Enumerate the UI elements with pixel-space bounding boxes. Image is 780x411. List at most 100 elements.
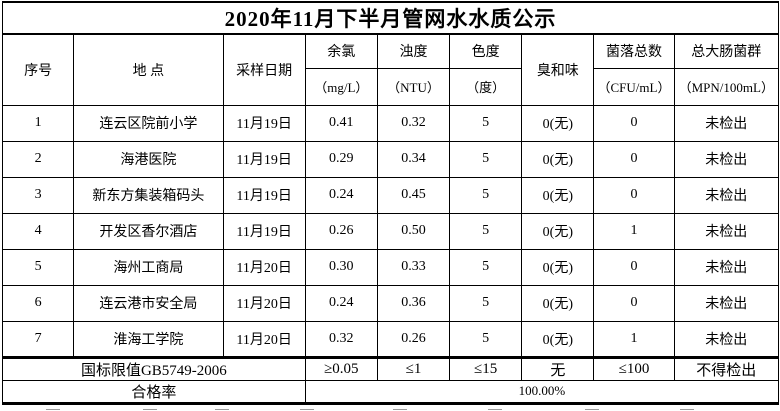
clipped-gridline [300,409,314,410]
cell-sample-date: 11月20日 [222,248,306,286]
cell-odor-taste: 0(无) [521,248,595,286]
cell-residual-chlorine: 0.30 [304,248,378,286]
limit-colony-count: ≤100 [593,355,675,381]
title-row: 2020年11月下半月管网水水质公示 [2,1,779,35]
cell-seq: 6 [1,284,75,322]
cell-location: 开发区香尔酒店 [73,212,224,250]
clipped-gridline [393,409,407,410]
col-header-residual-chlorine: 余氯 [304,33,378,69]
cell-colony-count: 0 [593,248,675,286]
col-header-location: 地 点 [73,33,224,106]
cell-colony-count: 0 [593,176,675,214]
cell-total-coliform: 未检出 [673,284,780,322]
cell-chroma: 5 [449,248,523,286]
cell-location: 连云港市安全局 [73,284,224,322]
cell-colony-count: 1 [593,320,675,358]
cell-turbidity: 0.34 [376,140,451,178]
limits-label: 国标限值GB5749-2006 [2,355,306,381]
sample-row: 4 开发区香尔酒店 11月19日 0.26 0.50 5 0(无) 1 未检出 [1,212,780,250]
unit-turbidity: （NTU） [376,67,451,106]
cell-colony-count: 1 [593,212,675,250]
col-header-sample-date: 采样日期 [222,33,306,106]
unit-residual-chlorine: （mg/L） [304,67,378,106]
cell-residual-chlorine: 0.32 [304,320,378,358]
cell-residual-chlorine: 0.29 [304,140,378,178]
sample-row: 5 海州工商局 11月20日 0.30 0.33 5 0(无) 0 未检出 [1,248,780,286]
cell-sample-date: 11月19日 [222,140,306,178]
clipped-gridline [488,409,502,410]
cell-total-coliform: 未检出 [673,176,780,214]
cell-turbidity: 0.32 [376,104,451,142]
cell-total-coliform: 未检出 [673,104,780,142]
clipped-gridline [215,409,229,410]
cell-location: 海港医院 [73,140,224,178]
cell-chroma: 5 [449,320,523,358]
cell-turbidity: 0.26 [376,320,451,358]
header-row-names: 序号 地 点 采样日期 余氯 浊度 色度 臭和味 菌落总数 总大肠菌群 [1,33,780,106]
cell-odor-taste: 0(无) [521,176,595,214]
cell-colony-count: 0 [593,140,675,178]
limit-residual-chlorine: ≥0.05 [304,355,378,381]
header-row-units: （mg/L） （NTU） （度） （CFU/mL） （MPN/100mL） [3,67,780,106]
clipped-gridline [46,409,60,410]
unit-total-coliform: （MPN/100mL） [673,67,780,106]
sample-row: 3 新东方集装箱码头 11月19日 0.24 0.45 5 0(无) 0 未检出 [1,176,780,214]
cell-odor-taste: 0(无) [521,140,595,178]
cell-residual-chlorine: 0.26 [304,212,378,250]
cell-residual-chlorine: 0.24 [304,176,378,214]
cell-seq: 3 [1,176,75,214]
cell-turbidity: 0.33 [376,248,451,286]
limit-total-coliform: 不得检出 [673,355,780,381]
cell-seq: 5 [1,248,75,286]
cell-colony-count: 0 [593,284,675,322]
clipped-gridline [143,409,157,410]
clipped-gridline [585,409,599,410]
limit-chroma: ≤15 [449,355,523,381]
cell-seq: 2 [1,140,75,178]
cell-odor-taste: 0(无) [521,284,595,322]
col-header-chroma: 色度 [449,33,523,69]
unit-chroma: （度） [449,67,523,106]
pass-rate-row: 合格率 100.00% [2,379,780,405]
cell-chroma: 5 [449,176,523,214]
cell-odor-taste: 0(无) [521,212,595,250]
limits-row: 国标限值GB5749-2006 ≥0.05 ≤1 ≤15 无 ≤100 不得检出 [2,355,780,381]
pass-rate-value: 100.00% [304,379,780,405]
cell-total-coliform: 未检出 [673,248,780,286]
sample-row: 6 连云港市安全局 11月20日 0.24 0.36 5 0(无) 0 未检出 [1,284,780,322]
sample-row: 7 淮海工学院 11月20日 0.32 0.26 5 0(无) 1 未检出 [1,320,780,358]
cell-location: 新东方集装箱码头 [73,176,224,214]
cell-chroma: 5 [449,104,523,142]
limit-odor-taste: 无 [521,355,595,381]
cell-chroma: 5 [449,284,523,322]
cell-odor-taste: 0(无) [521,320,595,358]
cell-colony-count: 0 [593,104,675,142]
cell-seq: 7 [1,320,75,358]
cell-chroma: 5 [449,212,523,250]
cell-turbidity: 0.36 [376,284,451,322]
cell-chroma: 5 [449,140,523,178]
cell-total-coliform: 未检出 [673,212,780,250]
col-header-turbidity: 浊度 [376,33,451,69]
unit-colony-count: （CFU/mL） [593,67,675,106]
cell-sample-date: 11月20日 [222,284,306,322]
sample-rows: 1 连云区院前小学 11月19日 0.41 0.32 5 0(无) 0 未检出 2 海港医院 11月1… [1,104,780,358]
cell-turbidity: 0.50 [376,212,451,250]
cell-odor-taste: 0(无) [521,104,595,142]
cell-sample-date: 11月19日 [222,212,306,250]
cell-location: 海州工商局 [73,248,224,286]
col-header-seq: 序号 [1,33,75,106]
pass-rate-label: 合格率 [2,379,306,405]
col-header-colony-count: 菌落总数 [593,33,675,69]
sample-row: 1 连云区院前小学 11月19日 0.41 0.32 5 0(无) 0 未检出 [1,104,780,142]
cell-seq: 4 [1,212,75,250]
clipped-next-table-edge [0,409,780,411]
cell-location: 连云区院前小学 [73,104,224,142]
col-header-odor-taste: 臭和味 [521,33,595,106]
col-header-total-coliform: 总大肠菌群 [673,33,780,69]
cell-residual-chlorine: 0.24 [304,284,378,322]
cell-sample-date: 11月19日 [222,176,306,214]
cell-turbidity: 0.45 [376,176,451,214]
cell-sample-date: 11月19日 [222,104,306,142]
